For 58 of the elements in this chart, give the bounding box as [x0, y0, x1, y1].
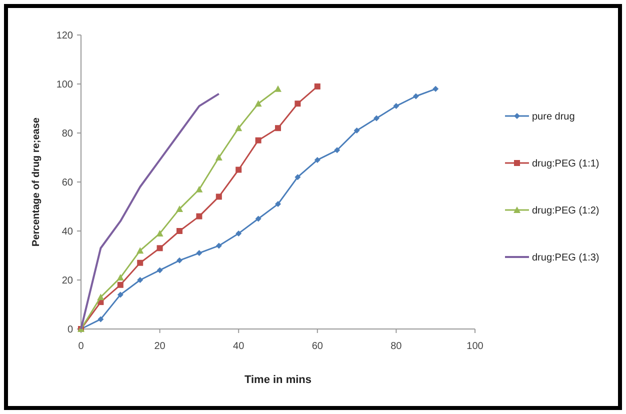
x-tick-label: 40: [233, 341, 245, 352]
x-tick-label: 100: [466, 341, 484, 352]
point: [156, 230, 164, 236]
point: [254, 100, 262, 107]
point: [274, 85, 282, 92]
point: [215, 154, 222, 160]
point: [294, 174, 301, 180]
point: [156, 267, 163, 274]
point: [374, 115, 380, 122]
point: [97, 294, 104, 300]
point: [196, 250, 202, 256]
point: [236, 230, 242, 236]
y-axis-title: Percentage of drug re;ease: [31, 117, 42, 246]
legend-label: drug:PEG (1:1): [532, 158, 600, 170]
point: [236, 166, 242, 173]
x-axis-title: Time in mins: [244, 374, 312, 386]
legend-label: drug:PEG (1:2): [532, 206, 600, 216]
x-tick-label: 20: [154, 341, 166, 352]
y-tick-label: 80: [62, 128, 74, 140]
y-tick-label: 100: [56, 80, 74, 90]
point: [98, 316, 104, 322]
y-tick-label: 0: [67, 324, 74, 336]
point: [255, 216, 262, 222]
point: [216, 194, 222, 200]
point: [156, 245, 163, 252]
point: [117, 292, 124, 298]
point: [176, 257, 182, 264]
y-tick-label: 60: [62, 178, 74, 188]
y-tick-label: 40: [62, 226, 74, 238]
point: [117, 282, 124, 288]
point: [294, 100, 301, 107]
point: [137, 277, 144, 283]
point: [354, 128, 360, 134]
point: [176, 205, 183, 212]
point: [196, 213, 202, 220]
point: [275, 125, 281, 132]
point: [432, 86, 439, 92]
y-tick-label: 120: [56, 30, 74, 42]
point: [393, 103, 400, 110]
point: [314, 83, 320, 90]
x-tick-label: 80: [390, 341, 402, 352]
point: [136, 247, 144, 254]
point: [314, 156, 320, 163]
x-tick-label: 0: [78, 341, 84, 352]
point: [275, 201, 281, 208]
point: [216, 242, 222, 249]
legend-label: drug:PEG (1:3): [532, 252, 600, 264]
point: [255, 137, 262, 144]
point: [196, 186, 203, 192]
point: [412, 93, 419, 100]
legend-label: pure drug: [532, 112, 575, 122]
point: [235, 124, 242, 132]
point: [334, 147, 340, 154]
x-tick-label: 60: [312, 341, 324, 352]
point: [176, 228, 182, 234]
y-tick-label: 20: [62, 276, 74, 286]
point: [137, 260, 144, 266]
point: [116, 274, 124, 281]
